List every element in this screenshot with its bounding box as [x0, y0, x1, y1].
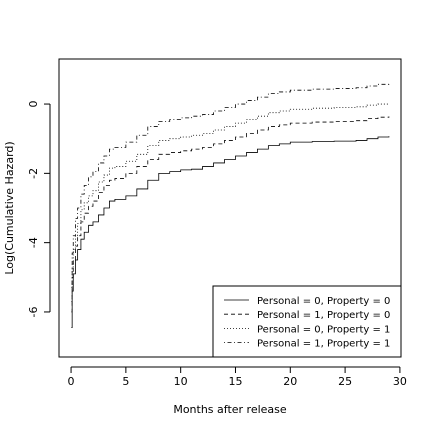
- y-tick-label: -4: [27, 237, 40, 248]
- y-tick-label: 0: [27, 101, 40, 108]
- series-line-3: [71, 103, 389, 302]
- y-axis-title: Log(Cumulative Hazard): [3, 141, 16, 274]
- series-line-1: [71, 136, 390, 328]
- y-tick-label: -6: [27, 306, 40, 317]
- legend-box: [212, 285, 402, 358]
- legend-label: Personal = 0, Property = 0: [257, 296, 390, 307]
- x-tick-label: 25: [338, 375, 352, 388]
- x-tick-label: 15: [228, 375, 242, 388]
- x-tick-label: 0: [68, 375, 75, 388]
- legend-label: Personal = 0, Property = 1: [257, 324, 390, 335]
- y-tick-label: -2: [27, 168, 40, 179]
- legend-label: Personal = 1, Property = 0: [257, 310, 390, 321]
- series-line-4: [71, 83, 390, 289]
- x-tick-label: 5: [122, 375, 129, 388]
- x-axis-title: Months after release: [173, 403, 287, 416]
- legend-label: Personal = 1, Property = 1: [257, 339, 390, 350]
- series-lines: [71, 83, 390, 328]
- x-tick-label: 30: [393, 375, 407, 388]
- series-line-2: [71, 116, 390, 313]
- x-tick-label: 20: [283, 375, 297, 388]
- legend: Personal = 0, Property = 0 Personal = 1, …: [212, 285, 402, 358]
- x-tick-label: 10: [174, 375, 188, 388]
- x-axis: 0 5 10 15 20 25 30: [68, 366, 407, 388]
- y-axis: -6 -4 -2 0: [27, 101, 51, 317]
